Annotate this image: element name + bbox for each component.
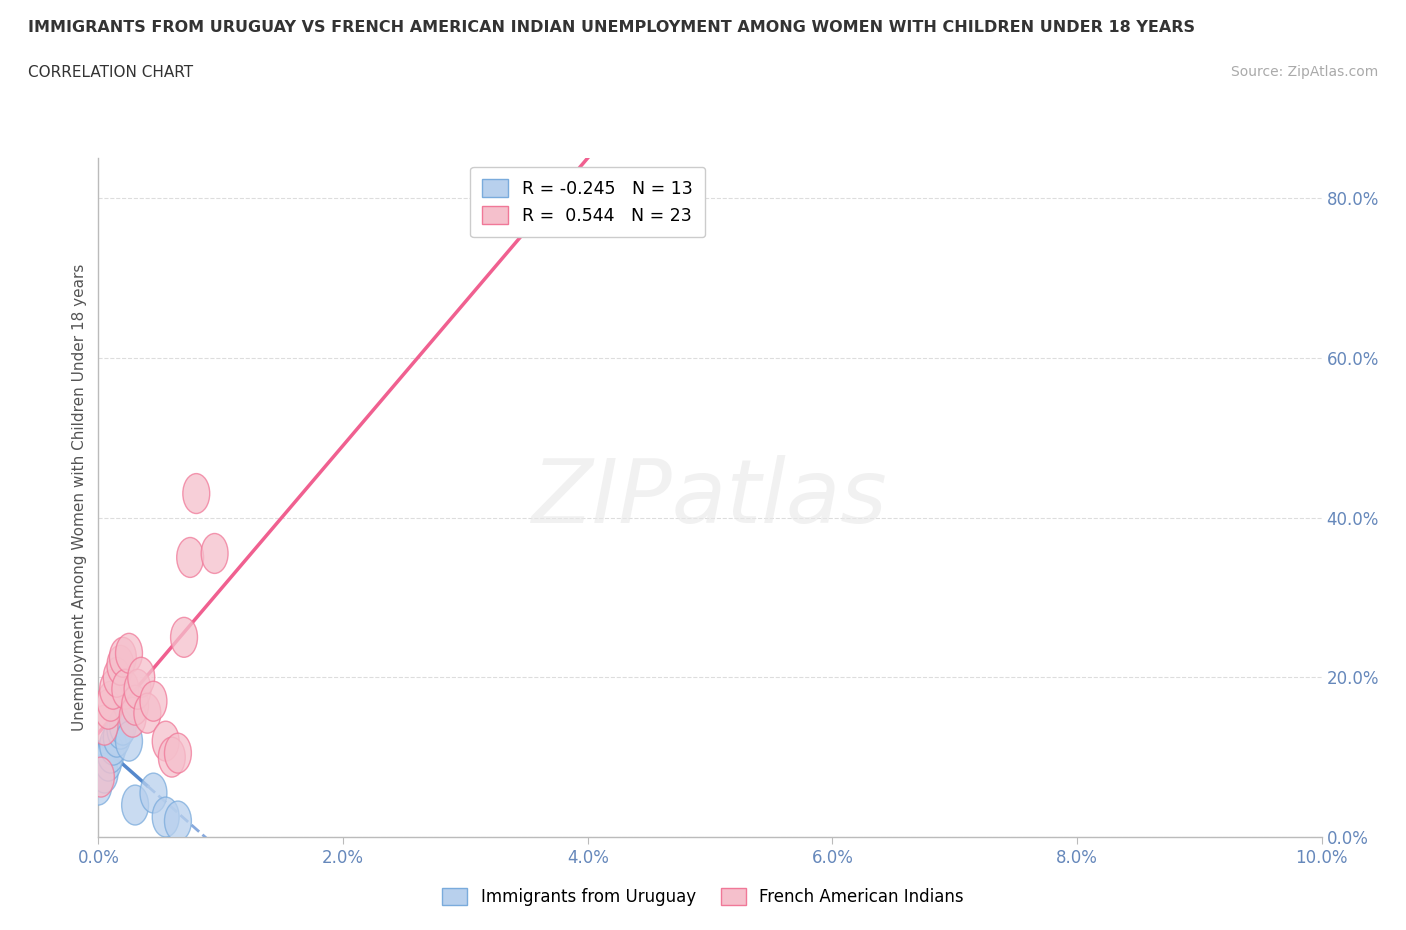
Text: CORRELATION CHART: CORRELATION CHART [28, 65, 193, 80]
Ellipse shape [165, 733, 191, 773]
Ellipse shape [159, 737, 186, 777]
Ellipse shape [124, 670, 150, 710]
Ellipse shape [141, 773, 167, 813]
Ellipse shape [107, 710, 134, 750]
Ellipse shape [122, 685, 149, 725]
Ellipse shape [152, 797, 179, 837]
Y-axis label: Unemployment Among Women with Children Under 18 years: Unemployment Among Women with Children U… [72, 264, 87, 731]
Ellipse shape [141, 682, 167, 721]
Ellipse shape [170, 618, 197, 658]
Ellipse shape [112, 670, 139, 710]
Ellipse shape [201, 534, 228, 574]
Ellipse shape [87, 757, 114, 797]
Ellipse shape [97, 733, 124, 773]
Ellipse shape [94, 689, 122, 729]
Text: ZIPatlas: ZIPatlas [533, 455, 887, 540]
Ellipse shape [122, 785, 149, 825]
Ellipse shape [120, 698, 146, 737]
Ellipse shape [100, 725, 127, 765]
Ellipse shape [110, 705, 136, 745]
Ellipse shape [91, 705, 118, 745]
Ellipse shape [115, 721, 142, 761]
Ellipse shape [103, 717, 131, 757]
Ellipse shape [97, 682, 124, 721]
Ellipse shape [152, 721, 179, 761]
Ellipse shape [165, 801, 191, 841]
Ellipse shape [107, 645, 134, 685]
Ellipse shape [183, 473, 209, 513]
Ellipse shape [91, 753, 118, 793]
Ellipse shape [94, 741, 122, 781]
Legend: R = -0.245   N = 13, R =  0.544   N = 23: R = -0.245 N = 13, R = 0.544 N = 23 [470, 166, 706, 237]
Ellipse shape [115, 633, 142, 673]
Ellipse shape [100, 670, 127, 710]
Text: IMMIGRANTS FROM URUGUAY VS FRENCH AMERICAN INDIAN UNEMPLOYMENT AMONG WOMEN WITH : IMMIGRANTS FROM URUGUAY VS FRENCH AMERIC… [28, 20, 1195, 35]
Ellipse shape [177, 538, 204, 578]
Ellipse shape [84, 765, 112, 805]
Legend: Immigrants from Uruguay, French American Indians: Immigrants from Uruguay, French American… [436, 881, 970, 912]
Ellipse shape [110, 637, 136, 677]
Ellipse shape [134, 693, 160, 733]
Ellipse shape [103, 658, 131, 698]
Text: Source: ZipAtlas.com: Source: ZipAtlas.com [1230, 65, 1378, 79]
Ellipse shape [128, 658, 155, 698]
